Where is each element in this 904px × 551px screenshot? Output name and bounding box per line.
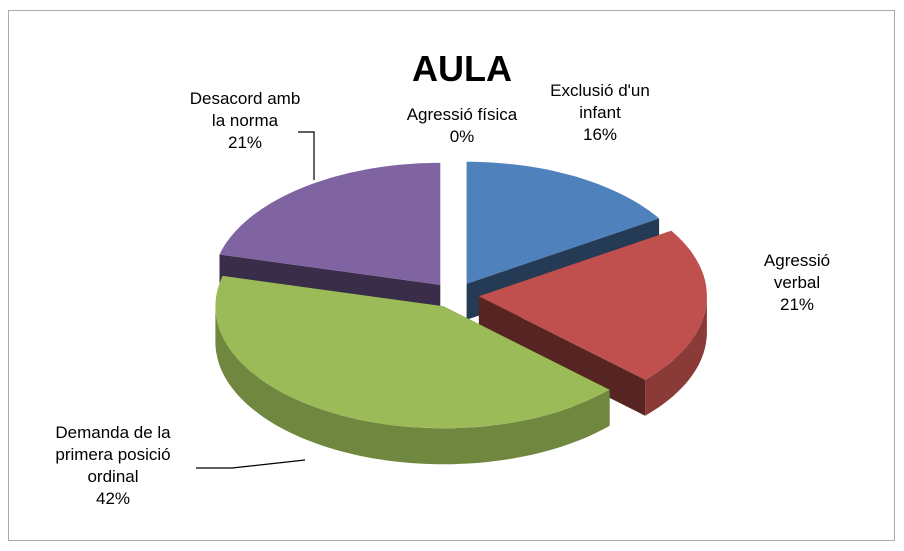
slice: [466, 161, 660, 284]
label-category: Exclusió d'un infant: [550, 81, 650, 122]
pie: [215, 161, 707, 465]
slice-wall: [215, 306, 610, 465]
label-value: 0%: [449, 127, 475, 146]
chart-title: AULA: [412, 48, 512, 89]
label-value: 42%: [95, 489, 131, 508]
label-value: 16%: [582, 125, 618, 144]
label-category: Desacord amb la norma: [189, 89, 301, 130]
slice: [219, 162, 441, 285]
data-label: Desacord amb la norma 21%: [181, 88, 309, 154]
slice-wall: [645, 296, 707, 416]
leader-line: [298, 131, 315, 180]
data-label: Agressió física 0%: [352, 104, 572, 148]
leader-line: [196, 459, 306, 469]
slice: [478, 230, 707, 380]
label-category: Agressió física: [406, 105, 518, 124]
data-label: Exclusió d'un infant 16%: [538, 80, 663, 146]
label-category: Agressió verbal: [763, 251, 831, 292]
slice: [215, 275, 610, 429]
label-value: 21%: [779, 295, 815, 314]
label-category: Demanda de la primera posició ordinal: [55, 423, 171, 486]
data-label: Agressió verbal 21%: [755, 250, 840, 316]
label-value: 21%: [227, 133, 263, 152]
data-label: Demanda de la primera posició ordinal 42%: [38, 422, 188, 510]
slice-side: [478, 296, 646, 416]
